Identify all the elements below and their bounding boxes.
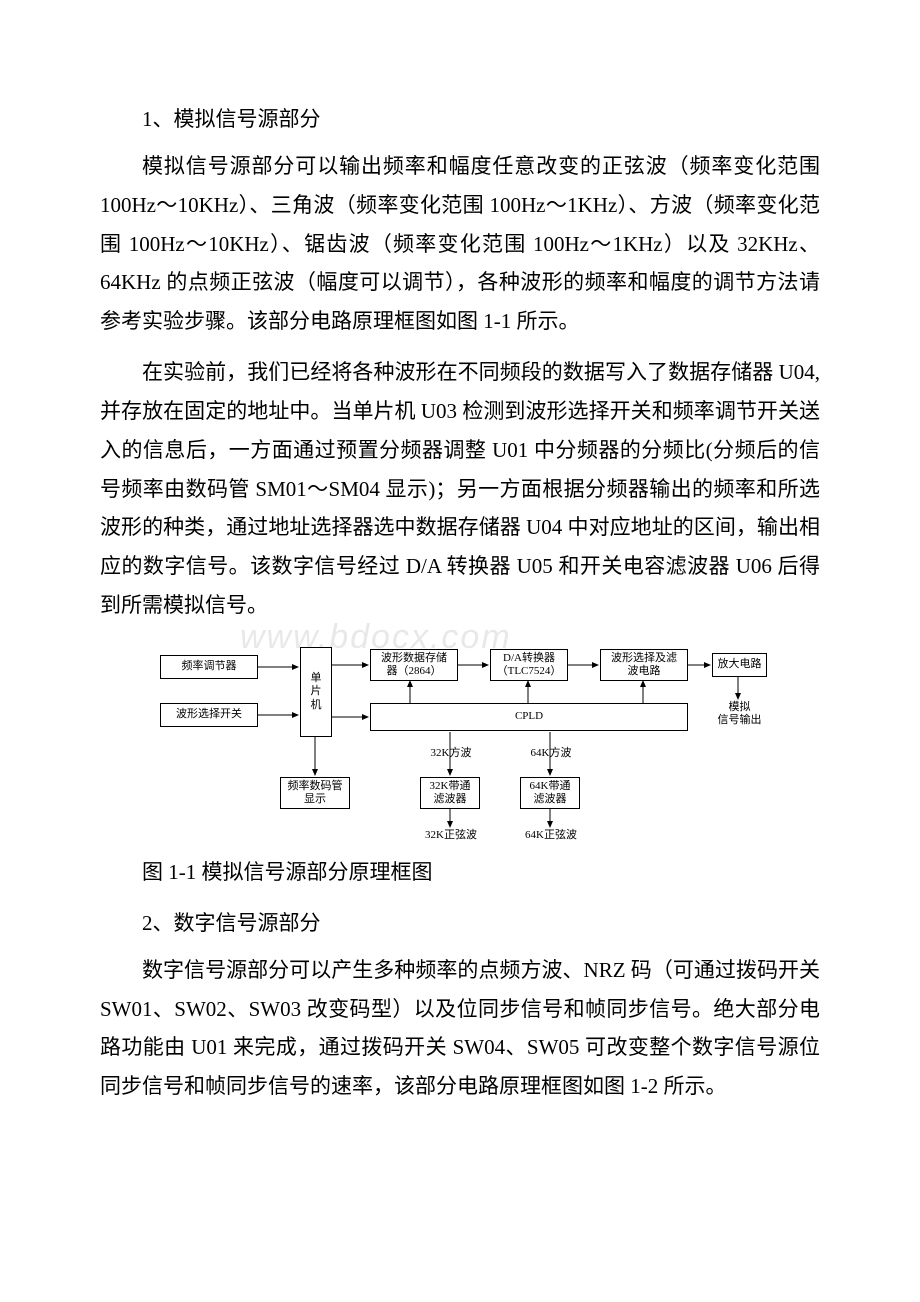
section1-para1: 模拟信号源部分可以输出频率和幅度任意改变的正弦波（频率变化范围 100Hz～10… [100,147,820,341]
box-freq-display: 频率数码管 显示 [280,777,350,809]
box-freq-adjuster: 频率调节器 [160,655,258,679]
section2-para1: 数字信号源部分可以产生多种频率的点频方波、NRZ 码（可通过拨码开关 SW01、… [100,951,820,1106]
box-wave-filter: 波形选择及滤 波电路 [600,649,688,681]
box-amplifier: 放大电路 [712,653,767,677]
diagram-wrapper: www.bdocx.com [100,637,820,847]
label-32k-square: 32K方波 [424,747,478,760]
box-cpld: CPLD [370,703,688,731]
section1-para2: 在实验前，我们已经将各种波形在不同频段的数据写入了数据存储器 U04,并存放在固… [100,353,820,625]
box-waveform-select-switch: 波形选择开关 [160,703,258,727]
box-dac: D/A转换器 （TLC7524） [490,649,568,681]
label-64k-square: 64K方波 [524,747,578,760]
label-32k-sine: 32K正弦波 [418,829,484,842]
box-bpf-64k: 64K带通 滤波器 [520,777,580,809]
block-diagram: www.bdocx.com [150,637,770,847]
section1-heading: 1、模拟信号源部分 [100,100,820,139]
label-analog-output: 模拟 信号输出 [712,701,767,727]
box-bpf-32k: 32K带通 滤波器 [420,777,480,809]
box-wave-data-store: 波形数据存储 器（2864） [370,649,458,681]
figure-caption: 图 1-1 模拟信号源部分原理框图 [100,853,820,892]
section2-heading: 2、数字信号源部分 [100,904,820,943]
label-64k-sine: 64K正弦波 [518,829,584,842]
box-mcu: 单 片 机 [300,647,332,737]
